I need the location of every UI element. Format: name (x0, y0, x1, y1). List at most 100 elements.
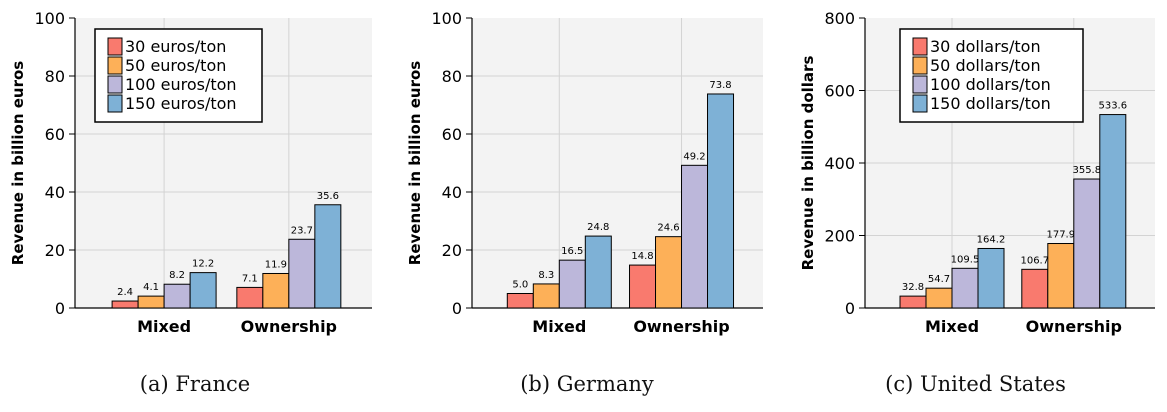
y-tick-label: 40 (45, 183, 65, 202)
legend-swatch (107, 56, 123, 75)
legend-entry: 100 dollars/ton (930, 75, 1051, 94)
data-label: 533.6 (1098, 101, 1127, 112)
bar (288, 238, 316, 309)
y-tick-label: 0 (452, 299, 462, 318)
category-label: Ownership (1026, 317, 1122, 336)
data-label: 2.4 (117, 287, 133, 298)
chart-panel-germany: 0 20 40 60 80 100 Revenue in billion euros 5.0 8… (390, 0, 784, 412)
y-tick-label: 0 (55, 299, 65, 318)
data-label: 35.6 (317, 191, 339, 202)
y-axis-label: Revenue in billion dollars (799, 56, 817, 271)
y-tick-label: 40 (442, 183, 462, 202)
caption-united-states: (c) United States (885, 372, 1066, 396)
y-axis-label: Revenue in billion euros (406, 61, 424, 266)
y-tick-label: 80 (45, 67, 65, 86)
bar (1047, 243, 1075, 309)
category-label: Mixed (137, 317, 191, 336)
legend-swatch (912, 94, 928, 113)
data-label: 54.7 (928, 274, 950, 285)
bar (707, 93, 735, 309)
y-tick-label: 600 (824, 82, 855, 101)
data-label: 164.2 (977, 234, 1006, 245)
data-label: 49.2 (683, 151, 705, 162)
y-tick-label: 800 (824, 9, 855, 28)
y-tick-label: 20 (442, 241, 462, 260)
data-label: 14.8 (631, 251, 653, 262)
y-tick-label: 0 (845, 299, 855, 318)
y-tick-label: 400 (824, 154, 855, 173)
chart-france: 0 20 40 60 80 100 Revenue in billion euros 2.4 4… (9, 9, 372, 336)
bar (163, 283, 191, 309)
bar (314, 204, 342, 309)
data-label: 73.8 (709, 80, 731, 91)
bar (236, 286, 264, 309)
legend-entry: 30 dollars/ton (930, 37, 1041, 56)
legend-swatch (107, 75, 123, 94)
bar (1021, 268, 1049, 309)
data-label: 177.9 (1046, 230, 1075, 241)
bar (262, 272, 290, 309)
legend-entry: 150 dollars/ton (930, 94, 1051, 113)
chart-united-states: 0 200 400 600 800 Revenue in billion dollars 3… (799, 9, 1155, 336)
y-tick-label: 100 (34, 9, 65, 28)
caption-germany: (b) Germany (520, 372, 654, 396)
bar (977, 247, 1005, 309)
bar (558, 259, 586, 309)
chart-germany: 0 20 40 60 80 100 Revenue in billion euros 5.0 8… (406, 9, 763, 336)
data-label: 7.1 (242, 273, 258, 284)
bar (137, 295, 165, 309)
legend-entry: 30 euros/ton (125, 37, 226, 56)
bar (629, 264, 657, 309)
data-label: 5.0 (512, 280, 528, 291)
y-tick-label: 100 (431, 9, 462, 28)
legend-entry: 50 dollars/ton (930, 56, 1041, 75)
y-axis-label: Revenue in billion euros (9, 61, 27, 266)
legend-swatch (912, 37, 928, 56)
data-label: 355.8 (1072, 165, 1101, 176)
legend-swatch (107, 37, 123, 56)
data-label: 8.2 (169, 270, 185, 281)
legend-box (899, 28, 1084, 123)
y-tick-label: 80 (442, 67, 462, 86)
caption-france: (a) France (139, 372, 251, 396)
bar (1073, 178, 1101, 309)
data-label: 23.7 (291, 225, 313, 236)
data-label: 106.7 (1020, 255, 1049, 266)
legend-swatch (912, 75, 928, 94)
bar (584, 235, 612, 309)
bar (1099, 114, 1127, 309)
bar (189, 272, 217, 309)
y-tick-label: 60 (442, 125, 462, 144)
legend-box (94, 28, 263, 123)
chart-panel-france: 0 20 40 60 80 100 Revenue in billion euros 2.4 4… (0, 0, 390, 412)
data-label: 109.5 (951, 254, 980, 265)
y-tick-label: 200 (824, 227, 855, 246)
data-label: 4.1 (143, 282, 159, 293)
data-label: 16.5 (561, 246, 583, 257)
bar (681, 164, 709, 309)
category-label: Ownership (633, 317, 729, 336)
category-label: Mixed (925, 317, 979, 336)
legend-entry: 100 euros/ton (125, 75, 237, 94)
y-tick-label: 20 (45, 241, 65, 260)
bar (899, 295, 927, 309)
data-label: 24.8 (587, 222, 609, 233)
bar (532, 283, 560, 309)
legend-swatch (107, 94, 123, 113)
category-label: Mixed (532, 317, 586, 336)
category-label: Ownership (241, 317, 337, 336)
y-tick-label: 60 (45, 125, 65, 144)
data-label: 12.2 (192, 259, 214, 270)
legend-entry: 50 euros/ton (125, 56, 226, 75)
bar (951, 267, 979, 309)
bar (506, 293, 534, 309)
chart-panel-united-states: 0 200 400 600 800 Revenue in billion dollars 3… (784, 0, 1167, 412)
data-label: 8.3 (538, 270, 554, 281)
data-label: 11.9 (265, 259, 287, 270)
bar (111, 300, 139, 309)
legend-entry: 150 euros/ton (125, 94, 237, 113)
data-label: 24.6 (657, 223, 679, 234)
data-label: 32.8 (902, 282, 924, 293)
